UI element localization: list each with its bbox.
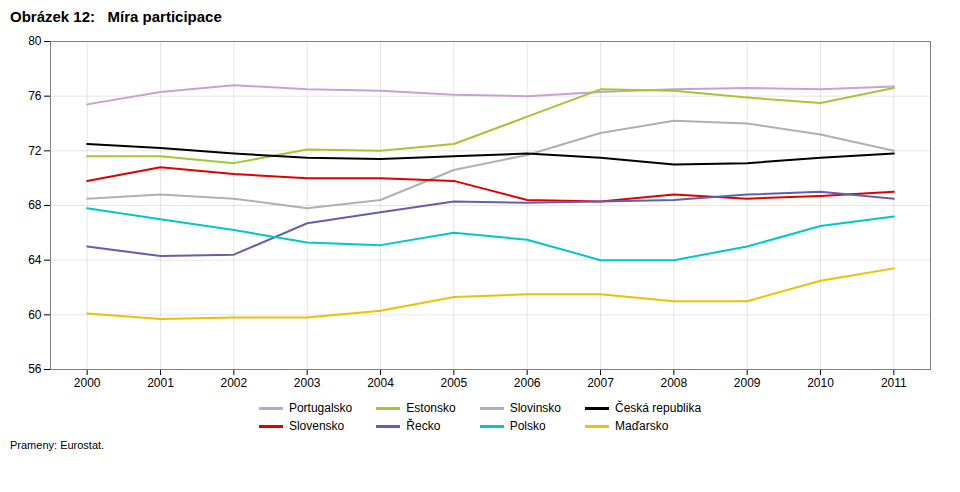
svg-text:2005: 2005: [440, 376, 467, 390]
svg-text:2007: 2007: [587, 376, 614, 390]
svg-text:60: 60: [28, 308, 42, 322]
svg-text:72: 72: [28, 144, 42, 158]
html-text:Slovensko: Slovensko: [288, 419, 345, 433]
svg-text:80: 80: [28, 34, 42, 48]
svg-text:2010: 2010: [807, 376, 834, 390]
html-text:Slovinsko: Slovinsko: [509, 401, 561, 415]
svg-text:68: 68: [28, 198, 42, 212]
html-text:Maďarsko: Maďarsko: [615, 419, 669, 433]
html-text:Prameny: Eurostat.: Prameny: Eurostat.: [10, 439, 105, 451]
svg-text:2002: 2002: [220, 376, 247, 390]
html-text:Řecko: Řecko: [406, 419, 441, 433]
svg-text:76: 76: [28, 89, 42, 103]
svg-text:2001: 2001: [147, 376, 174, 390]
svg-text:2004: 2004: [367, 376, 394, 390]
svg-text:2000: 2000: [74, 376, 101, 390]
html-text:Česká republika: Česká republika: [615, 401, 702, 415]
html-text:Obrázek 12: Míra participace: Obrázek 12: Míra participace: [10, 8, 222, 25]
html-text:Estonsko: Estonsko: [406, 401, 456, 415]
svg-text:2006: 2006: [514, 376, 541, 390]
svg-text:2009: 2009: [734, 376, 761, 390]
html-text:Portugalsko: Portugalsko: [288, 401, 353, 415]
svg-text:2008: 2008: [660, 376, 687, 390]
html-text:Polsko: Polsko: [509, 419, 546, 433]
svg-text:56: 56: [28, 362, 42, 376]
svg-text:2003: 2003: [294, 376, 321, 390]
svg-text:64: 64: [28, 253, 42, 267]
svg-text:2011: 2011: [881, 376, 907, 390]
